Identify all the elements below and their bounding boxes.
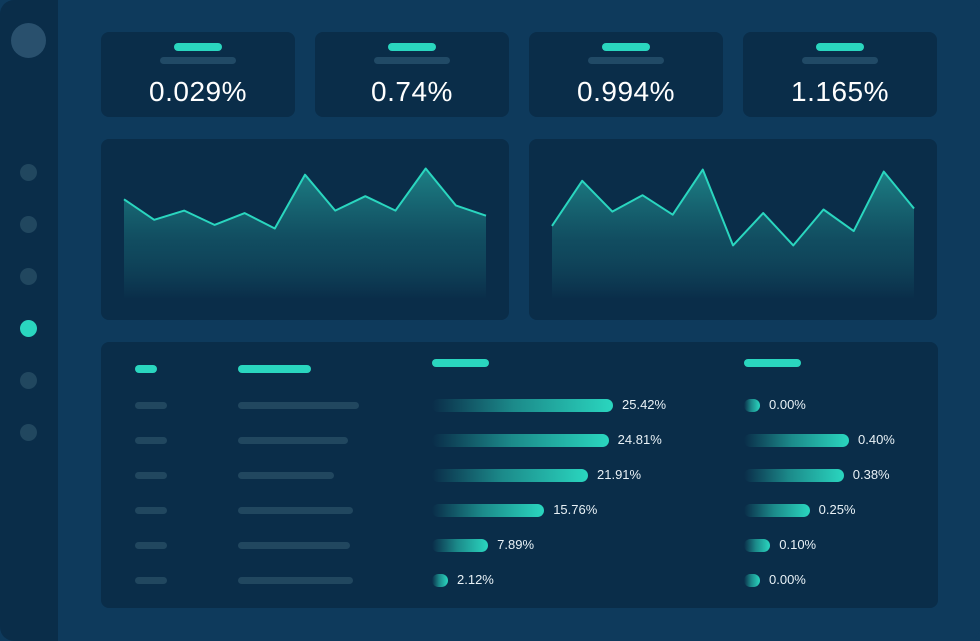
row-id-placeholder	[135, 471, 167, 479]
kpi-sublabel-placeholder	[374, 57, 450, 64]
kpi-label-placeholder	[602, 43, 650, 51]
row-bar-secondary	[744, 468, 844, 482]
row-value-primary: 15.76%	[553, 502, 598, 517]
kpi-value: 0.029%	[149, 76, 247, 107]
column-header-3[interactable]	[432, 359, 489, 367]
row-value-primary: 24.81%	[617, 432, 662, 447]
row-value-secondary: 0.00%	[769, 397, 806, 412]
kpi-value: 0.74%	[371, 76, 453, 107]
kpi-label-placeholder	[388, 43, 436, 51]
row-bar-secondary	[744, 538, 771, 552]
row-value-primary: 25.42%	[622, 397, 667, 412]
row-value-secondary: 0.00%	[769, 572, 806, 587]
row-bar-primary	[432, 503, 545, 517]
row-value-primary: 7.89%	[497, 537, 535, 552]
sidebar-nav-item-5[interactable]	[20, 372, 37, 389]
row-bar-primary	[432, 433, 609, 447]
row-id-placeholder	[135, 541, 167, 549]
row-id-placeholder	[135, 401, 167, 409]
row-bar-secondary	[744, 433, 849, 447]
kpi-value: 0.994%	[577, 76, 675, 107]
column-header-4[interactable]	[744, 359, 801, 367]
row-name-placeholder	[238, 436, 348, 444]
row-id-placeholder	[135, 576, 167, 584]
row-id-placeholder	[135, 506, 167, 514]
sidebar-nav-item-6[interactable]	[20, 424, 37, 441]
data-table: 25.42% 0.00% 24.81% 0.40% 21.91% 0.38% 15.76% 0…	[101, 342, 938, 608]
sidebar-nav-item-1[interactable]	[20, 164, 37, 181]
area-chart-left	[101, 139, 509, 320]
avatar[interactable]	[11, 23, 46, 58]
row-name-placeholder	[238, 541, 350, 549]
kpi-label-placeholder	[174, 43, 222, 51]
area-chart-left-svg	[123, 167, 487, 299]
row-name-placeholder	[238, 401, 359, 409]
row-value-secondary: 0.10%	[779, 537, 817, 552]
row-bar-secondary	[744, 503, 810, 517]
row-value-primary: 21.91%	[597, 467, 642, 482]
row-bar-secondary	[744, 398, 760, 412]
area-chart-right	[529, 139, 937, 320]
kpi-value: 1.165%	[791, 76, 889, 107]
chart-area-fill	[124, 168, 486, 299]
row-name-placeholder	[238, 506, 353, 514]
sidebar-nav-item-4-active[interactable]	[20, 320, 37, 337]
row-value-primary: 2.12%	[457, 572, 494, 587]
area-chart-right-svg	[551, 168, 915, 299]
sidebar	[0, 0, 58, 641]
kpi-sublabel-placeholder	[160, 57, 236, 64]
sidebar-nav-item-3[interactable]	[20, 268, 37, 285]
column-header-1[interactable]	[135, 365, 157, 373]
chart-area-fill	[552, 169, 914, 299]
column-header-2[interactable]	[238, 365, 311, 373]
kpi-label-placeholder	[816, 43, 864, 51]
row-value-secondary: 0.38%	[852, 467, 890, 482]
row-bar-primary	[432, 468, 588, 482]
kpi-card-4: 1.165%	[743, 32, 937, 117]
row-bar-primary	[432, 538, 489, 552]
row-bar-primary	[432, 573, 448, 587]
row-name-placeholder	[238, 471, 334, 479]
kpi-card-1: 0.029%	[101, 32, 295, 117]
row-bar-secondary	[744, 573, 760, 587]
kpi-card-3: 0.994%	[529, 32, 723, 117]
kpi-sublabel-placeholder	[588, 57, 664, 64]
row-name-placeholder	[238, 576, 353, 584]
sidebar-nav-item-2[interactable]	[20, 216, 37, 233]
kpi-card-2: 0.74%	[315, 32, 509, 117]
row-value-secondary: 0.40%	[858, 432, 895, 447]
row-value-secondary: 0.25%	[818, 502, 856, 517]
row-id-placeholder	[135, 436, 167, 444]
kpi-sublabel-placeholder	[802, 57, 878, 64]
row-bar-primary	[432, 398, 613, 412]
